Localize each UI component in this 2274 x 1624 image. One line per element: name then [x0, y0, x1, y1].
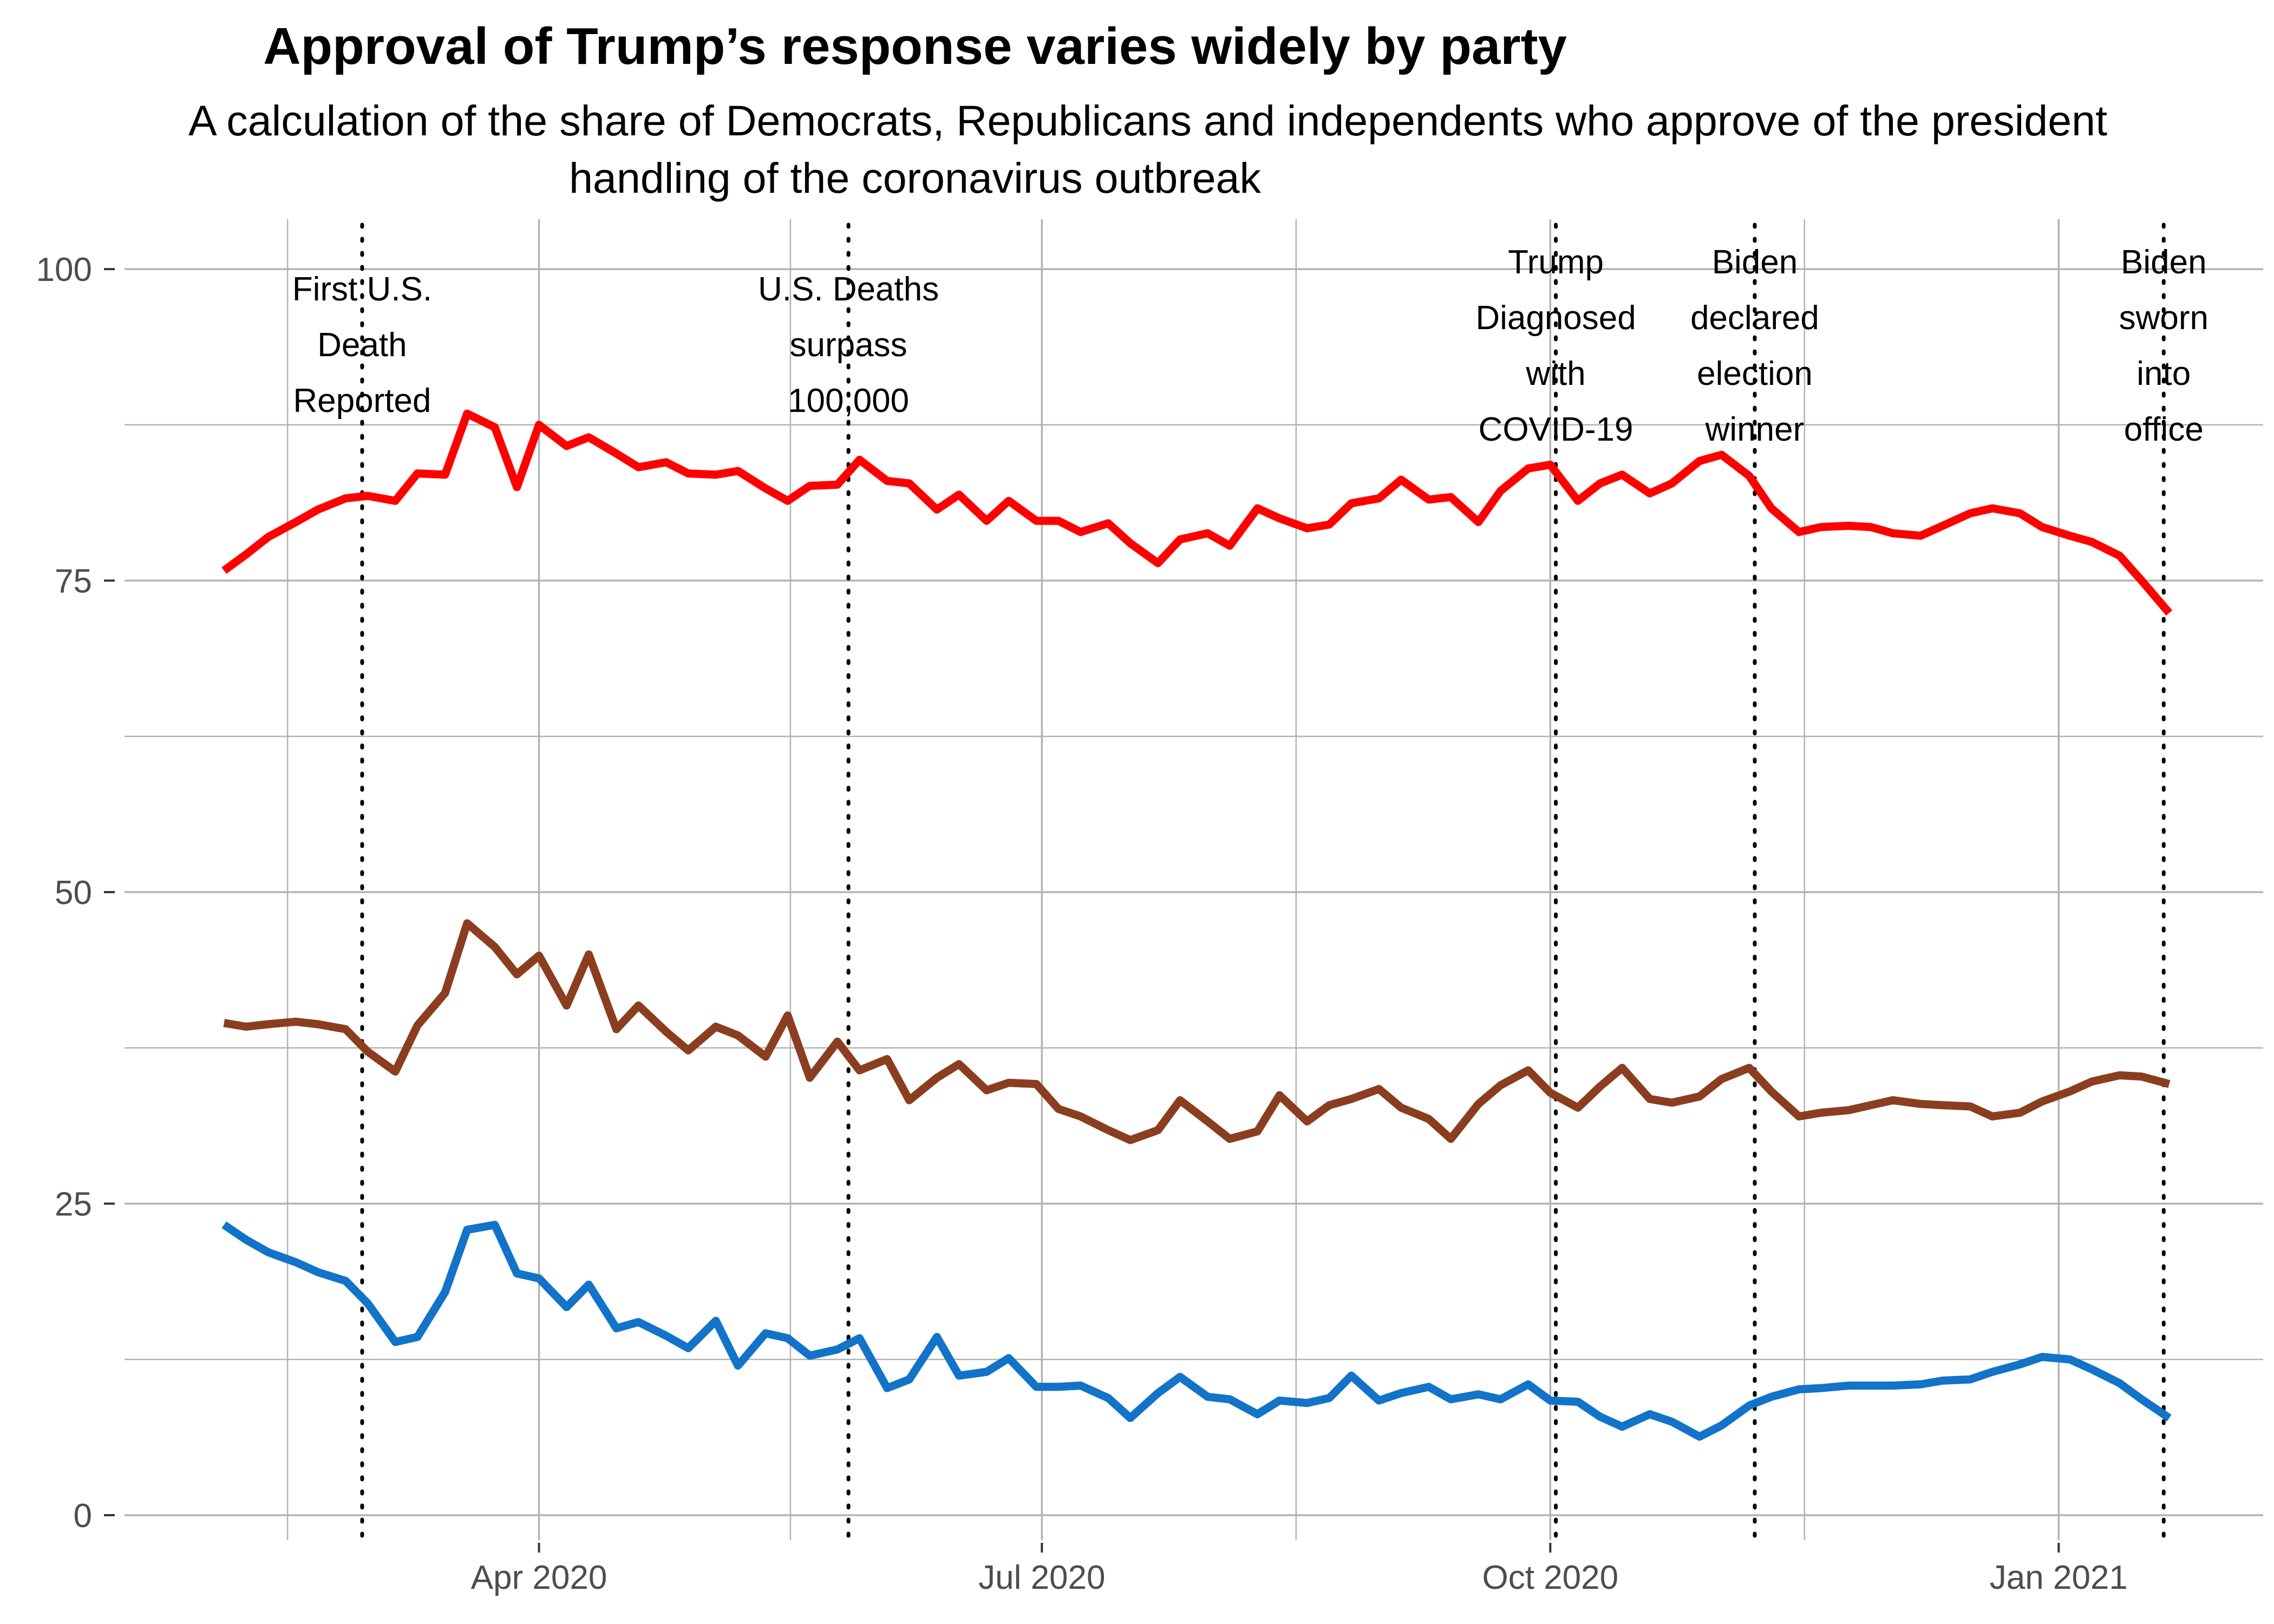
- x-tick-label: Apr 2020: [471, 1559, 607, 1596]
- event-annotation-line: election: [1697, 355, 1813, 392]
- series-lines: [224, 414, 2170, 1437]
- chart-subtitle-line-2: handling of the coronavirus outbreak: [569, 154, 1262, 202]
- chart-subtitle-line-1: A calculation of the share of Democrats,…: [188, 96, 2107, 145]
- chart-title-group: Approval of Trump’s response varies wide…: [188, 17, 2107, 202]
- axes: 0 25 50 75 100 Apr 2020 Jul 2020 Oct 2020 Jan 20…: [36, 251, 2128, 1596]
- event-annotation-line: declared: [1690, 299, 1819, 337]
- event-annotation-line: U.S. Deaths: [758, 271, 939, 308]
- x-tick-label: Jan 2021: [1990, 1559, 2128, 1596]
- event-annotation-line: surpass: [790, 326, 907, 364]
- event-annotation-line: Death: [317, 326, 407, 364]
- event-annotation-line: with: [1525, 355, 1585, 392]
- y-tick-label: 0: [74, 1497, 92, 1535]
- y-tick-label: 100: [36, 251, 92, 289]
- chart-title: Approval of Trump’s response varies wide…: [263, 17, 1567, 75]
- event-annotation-line: COVID-19: [1479, 411, 1633, 448]
- y-tick-label: 50: [55, 874, 92, 912]
- event-annotation-line: Trump: [1508, 244, 1604, 281]
- event-annotation-line: Biden: [1712, 244, 1798, 281]
- event-annotation-line: First U.S.: [292, 271, 432, 308]
- y-tick-label: 25: [55, 1186, 92, 1223]
- x-tick-label: Jul 2020: [978, 1559, 1105, 1596]
- event-annotation-line: Biden: [2121, 244, 2207, 281]
- series-line-1: [224, 924, 2170, 1141]
- event-markers: First U.S. Death Reported U.S. Deaths surpas…: [292, 225, 2208, 1540]
- series-line-2: [224, 1225, 2170, 1437]
- event-annotation-line: sworn: [2119, 299, 2208, 337]
- series-line-0: [224, 414, 2170, 613]
- event-annotation-line: 100,000: [788, 382, 909, 420]
- event-annotation-line: Reported: [293, 382, 431, 420]
- event-annotation-line: into: [2136, 355, 2191, 392]
- y-tick-label: 75: [55, 563, 92, 600]
- grid: [125, 219, 2263, 1540]
- x-tick-label: Oct 2020: [1482, 1559, 1619, 1596]
- event-annotation-line: Diagnosed: [1475, 299, 1636, 337]
- event-annotation-line: winner: [1705, 411, 1805, 448]
- event-annotation-line: office: [2124, 411, 2204, 448]
